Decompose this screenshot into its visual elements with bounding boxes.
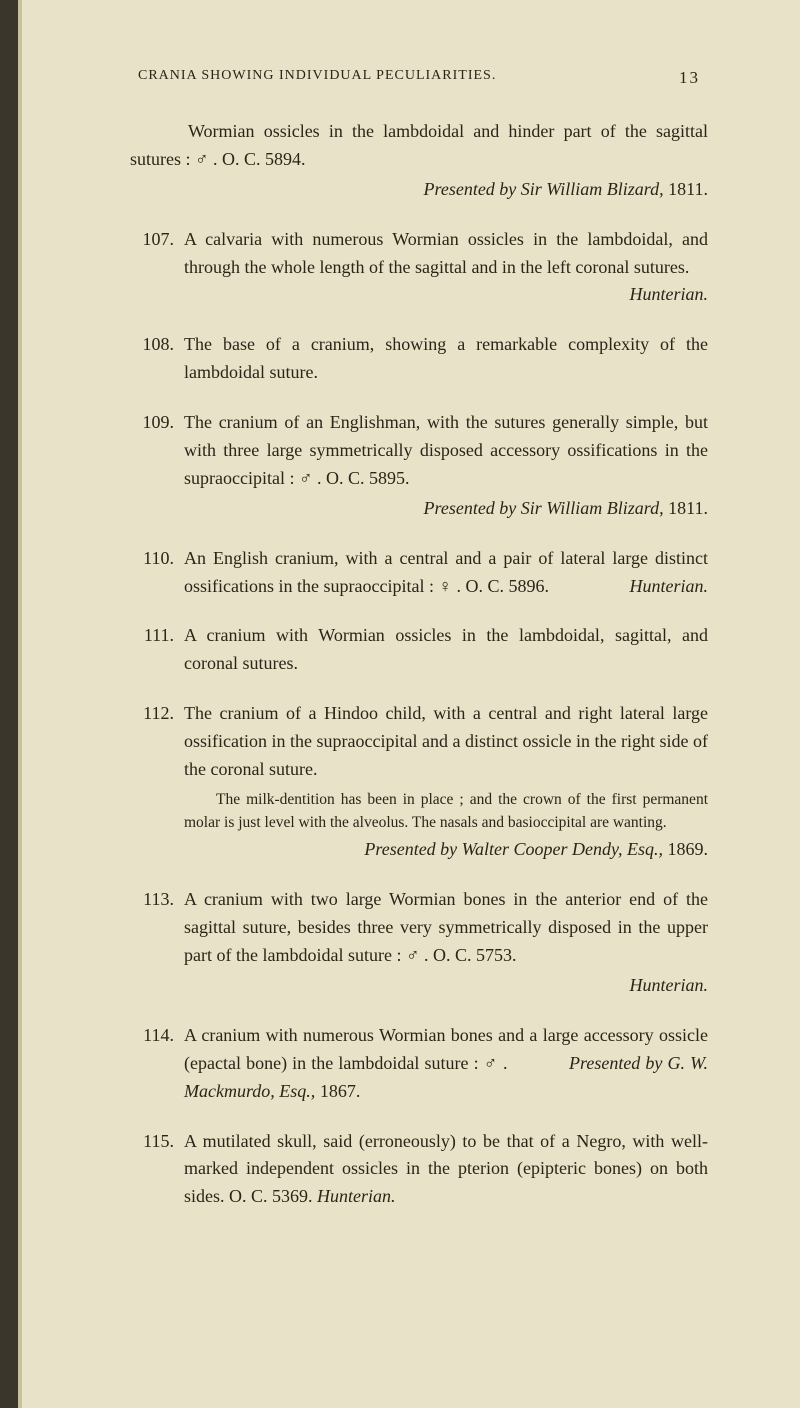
presented-year: 1869.: [668, 839, 709, 859]
entry-number: 110.: [130, 545, 184, 573]
entry-number: 109.: [130, 409, 184, 437]
entry-number: 111.: [130, 622, 184, 650]
intro-text: Wormian ossicles in the lambdoidal and h…: [130, 118, 708, 174]
page-content: CRANIA SHOWING INDIVIDUAL PECULIARITIES.…: [0, 0, 800, 1313]
presented-text: Presented by Walter Cooper Dendy, Esq.,: [364, 839, 667, 859]
entry-text: A mutilated skull, said (erroneously) to…: [184, 1131, 708, 1207]
entry-text: A calvaria with numerous Wormian ossicle…: [184, 229, 708, 277]
entry-attribution: Hunterian.: [184, 972, 708, 1000]
entry-attribution: Hunterian.: [317, 1186, 396, 1206]
entry-body: The base of a cranium, showing a remarka…: [184, 331, 708, 387]
catalog-entry: 115.A mutilated skull, said (erroneously…: [130, 1128, 708, 1212]
presented-text: Presented by Sir William Blizard,: [424, 179, 669, 199]
catalog-entry: 112.The cranium of a Hindoo child, with …: [130, 700, 708, 864]
entry-row: 111.A cranium with Wormian ossicles in t…: [130, 622, 708, 678]
entry-attribution: Hunterian.: [630, 573, 709, 601]
entry-body: A cranium with numerous Wormian bones an…: [184, 1022, 708, 1106]
entry-row: 109.The cranium of an Englishman, with t…: [130, 409, 708, 493]
catalog-entry: 109.The cranium of an Englishman, with t…: [130, 409, 708, 523]
catalog-entry: 114.A cranium with numerous Wormian bone…: [130, 1022, 708, 1106]
entry-row: 114.A cranium with numerous Wormian bone…: [130, 1022, 708, 1106]
entry-row: 112.The cranium of a Hindoo child, with …: [130, 700, 708, 784]
entry-row: 107.A calvaria with numerous Wormian oss…: [130, 226, 708, 310]
entry-text: The cranium of an Englishman, with the s…: [184, 412, 708, 488]
entry-body: A calvaria with numerous Wormian ossicle…: [184, 226, 708, 310]
entry-body: The cranium of a Hindoo child, with a ce…: [184, 700, 708, 784]
entry-row: 113.A cranium with two large Wormian bon…: [130, 886, 708, 970]
entry-subnote: The milk-dentition has been in place ; a…: [184, 788, 708, 835]
header-page-number: 13: [679, 68, 700, 88]
catalog-entry: 110.An English cranium, with a central a…: [130, 545, 708, 601]
entry-text: A cranium with two large Wormian bones i…: [184, 889, 708, 965]
entry-number: 107.: [130, 226, 184, 254]
entry-number: 112.: [130, 700, 184, 728]
intro-entry: Wormian ossicles in the lambdoidal and h…: [130, 118, 708, 204]
entry-text: The base of a cranium, showing a remarka…: [184, 334, 708, 382]
presented-year: 1811.: [668, 179, 708, 199]
entry-number: 114.: [130, 1022, 184, 1050]
spacer: [508, 1053, 569, 1073]
catalog-entry: 107.A calvaria with numerous Wormian oss…: [130, 226, 708, 310]
catalog-entry: 111.A cranium with Wormian ossicles in t…: [130, 622, 708, 678]
entry-row: 115.A mutilated skull, said (erroneously…: [130, 1128, 708, 1212]
entry-text: The cranium of a Hindoo child, with a ce…: [184, 703, 708, 779]
entry-text: A cranium with Wormian ossicles in the l…: [184, 625, 708, 673]
entry-body: A cranium with two large Wormian bones i…: [184, 886, 708, 970]
presented-year: 1811.: [668, 498, 708, 518]
header-title: CRANIA SHOWING INDIVIDUAL PECULIARITIES.: [138, 68, 496, 88]
entry-number: 108.: [130, 331, 184, 359]
entry-presented: Presented by Sir William Blizard, 1811.: [184, 495, 708, 523]
entry-row: 110.An English cranium, with a central a…: [130, 545, 708, 601]
intro-presented: Presented by Sir William Blizard, 1811.: [130, 176, 708, 204]
book-binding-edge: [0, 0, 18, 1408]
entry-body: A mutilated skull, said (erroneously) to…: [184, 1128, 708, 1212]
book-binding-edge-inner: [18, 0, 22, 1408]
entry-body: A cranium with Wormian ossicles in the l…: [184, 622, 708, 678]
entries-list: 107.A calvaria with numerous Wormian oss…: [130, 226, 708, 1212]
entry-body: An English cranium, with a central and a…: [184, 545, 708, 601]
catalog-entry: 108.The base of a cranium, showing a rem…: [130, 331, 708, 387]
entry-number: 113.: [130, 886, 184, 914]
presented-year: 1867.: [320, 1081, 361, 1101]
entry-presented: Presented by Walter Cooper Dendy, Esq., …: [130, 836, 708, 864]
entry-row: 108.The base of a cranium, showing a rem…: [130, 331, 708, 387]
page-header: CRANIA SHOWING INDIVIDUAL PECULIARITIES.…: [130, 68, 708, 88]
entry-number: 115.: [130, 1128, 184, 1156]
presented-text: Presented by Sir William Blizard,: [424, 498, 669, 518]
catalog-entry: 113.A cranium with two large Wormian bon…: [130, 886, 708, 1000]
entry-attribution: Hunterian.: [630, 281, 709, 309]
entry-body: The cranium of an Englishman, with the s…: [184, 409, 708, 493]
